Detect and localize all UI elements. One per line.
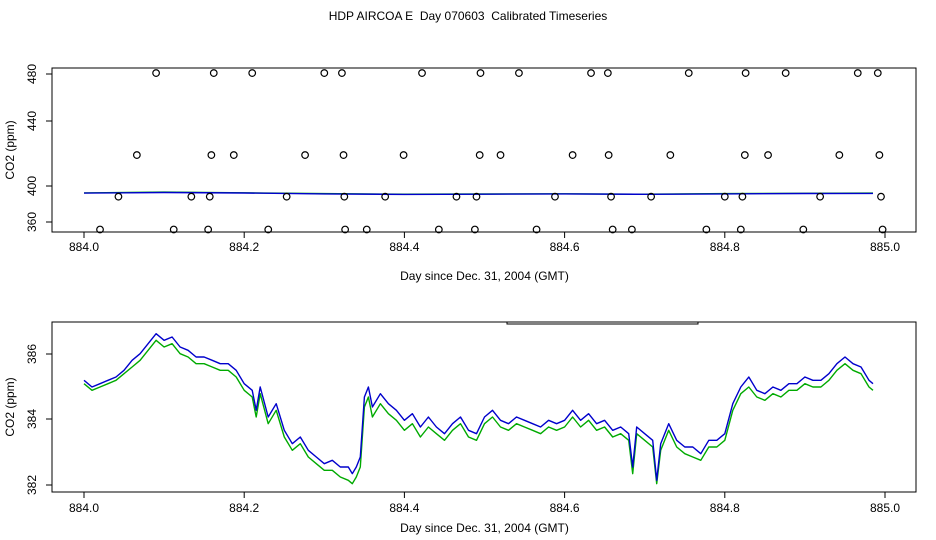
data-point — [568, 151, 577, 159]
y-axis-label: CO2 (ppm) — [3, 120, 17, 179]
data-point — [853, 69, 862, 77]
chart-2: 884.0 884.2 884.4 884.6 884.8 885.0 382 384 386 D… — [3, 321, 917, 535]
y-tick-label: 480 — [25, 64, 39, 84]
y-tick-label: 400 — [25, 176, 39, 196]
data-point — [607, 192, 615, 201]
data-point — [452, 192, 461, 201]
y-tick-label: 384 — [25, 409, 39, 429]
data-point — [781, 69, 790, 77]
data-point — [132, 151, 141, 159]
data-point — [362, 225, 371, 234]
plot-frame — [51, 321, 917, 493]
data-point — [301, 151, 309, 159]
data-point — [434, 225, 443, 234]
x-tick-label: 884.0 — [69, 501, 99, 515]
legend-box — [506, 322, 699, 325]
x-tick-label: 884.8 — [710, 240, 740, 254]
data-point — [627, 225, 636, 234]
x-axis-label: Day since Dec. 31, 2004 (GMT) — [400, 269, 569, 283]
data-point — [551, 192, 559, 201]
data-point — [338, 69, 346, 77]
data-point — [604, 151, 613, 159]
data-point — [114, 192, 123, 201]
data-point — [738, 192, 747, 201]
x-tick-label: 884.6 — [550, 240, 580, 254]
data-point — [740, 151, 749, 159]
data-point — [515, 69, 523, 77]
data-point — [340, 192, 349, 201]
data-point — [341, 225, 350, 234]
chart-1: 884.0 884.2 884.4 884.6 884.8 885.0 360 400 440 4… — [3, 64, 917, 283]
x-tick-label: 884.4 — [389, 501, 419, 515]
y-tick-label: 360 — [25, 212, 39, 232]
data-point — [764, 151, 772, 159]
data-point — [204, 225, 213, 234]
data-point — [799, 225, 808, 234]
data-point — [229, 151, 238, 159]
data-point — [587, 69, 595, 77]
series-line-1 — [83, 333, 874, 481]
data-point — [476, 69, 485, 77]
data-point — [152, 69, 160, 77]
x-tick-label: 885.0 — [870, 501, 900, 515]
y-axis-label: CO2 (ppm) — [3, 377, 17, 436]
x-tick-label: 884.2 — [229, 240, 259, 254]
data-point — [873, 69, 882, 77]
data-point — [702, 225, 711, 234]
data-point — [209, 69, 218, 77]
data-point — [684, 69, 693, 77]
data-point — [475, 151, 484, 159]
y-tick-label: 382 — [25, 475, 39, 495]
x-tick-label: 884.0 — [69, 240, 99, 254]
data-point — [496, 151, 505, 159]
data-point — [877, 192, 885, 201]
data-point — [875, 151, 884, 159]
x-tick-label: 884.2 — [229, 501, 259, 515]
data-point — [339, 151, 348, 159]
data-point — [532, 225, 541, 234]
y-tick-label: 386 — [25, 344, 39, 364]
data-point — [666, 151, 675, 159]
data-point — [470, 225, 479, 234]
data-point — [720, 192, 729, 201]
data-point — [603, 69, 612, 77]
data-point — [248, 69, 257, 77]
data-point — [96, 225, 104, 234]
data-point — [472, 192, 481, 201]
data-point — [187, 192, 196, 201]
data-point — [320, 69, 329, 77]
data-point — [205, 192, 214, 201]
series-line-1 — [83, 191, 874, 196]
data-point — [736, 225, 745, 234]
data-point — [282, 192, 291, 201]
data-point — [835, 151, 844, 159]
series-line-2 — [83, 339, 874, 485]
data-point — [647, 192, 656, 201]
data-point — [169, 225, 178, 234]
plot-frame — [51, 67, 917, 233]
data-point — [264, 225, 273, 234]
x-tick-label: 884.8 — [710, 501, 740, 515]
x-tick-label: 884.4 — [389, 240, 419, 254]
data-point — [418, 69, 426, 77]
x-axis-label: Day since Dec. 31, 2004 (GMT) — [400, 521, 569, 535]
data-point — [878, 225, 887, 234]
data-point — [608, 225, 617, 234]
data-point — [399, 151, 408, 159]
y-tick-label: 440 — [25, 111, 39, 131]
x-tick-label: 884.6 — [550, 501, 580, 515]
page-title: HDP AIRCOA E Day 070603 Calibrated Times… — [328, 9, 608, 23]
data-point — [207, 151, 216, 159]
data-point — [381, 192, 390, 201]
x-tick-label: 885.0 — [870, 240, 900, 254]
data-point — [741, 69, 750, 77]
data-point — [816, 192, 825, 201]
